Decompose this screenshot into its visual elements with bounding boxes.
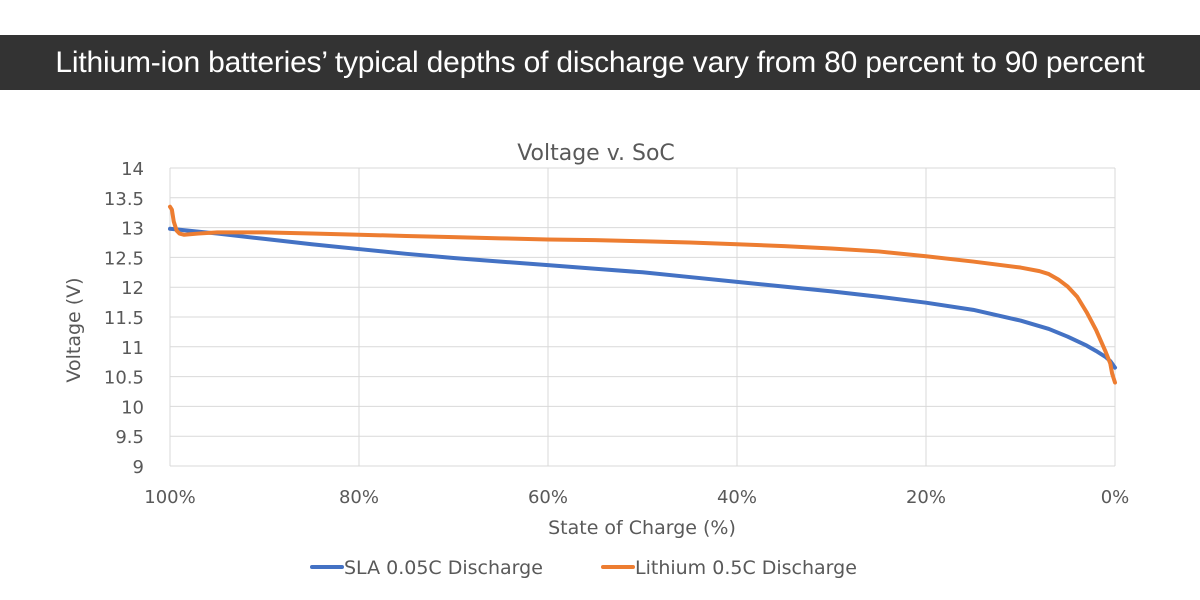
y-axis-label: Voltage (V) [63,277,85,382]
y-tick-label: 9 [133,457,144,478]
y-tick-label: 12.5 [104,248,144,269]
y-tick-labels: 9 9.5 10 10.5 11 11.5 12 12.5 13 13.5 14 [104,159,144,478]
x-tick-label: 60% [528,487,568,508]
x-tick-label: 0% [1101,487,1130,508]
x-tick-label: 100% [144,487,195,508]
grid [169,167,1116,467]
x-tick-label: 40% [717,487,757,508]
y-tick-label: 13 [121,219,144,240]
y-tick-label: 11.5 [104,308,144,329]
chart-title: Voltage v. SoC [517,141,675,166]
sla-series-line [168,226,1117,370]
x-tick-label: 20% [906,487,946,508]
legend-label: SLA 0.05C Discharge [344,557,543,579]
y-tick-label: 12 [121,278,144,299]
x-tick-label: 80% [339,487,379,508]
banner-title: Lithium-ion batteries’ typical depths of… [55,45,1145,79]
legend-label: Lithium 0.5C Discharge [635,557,857,579]
lithium-series-line [168,204,1117,385]
legend: SLA 0.05C Discharge Lithium 0.5C Discharg… [310,557,857,579]
title-banner: Lithium-ion batteries’ typical depths of… [0,35,1200,90]
y-tick-label: 13.5 [104,189,144,210]
y-tick-label: 10 [121,397,144,418]
x-axis-label: State of Charge (%) [548,517,736,539]
y-tick-label: 11 [121,338,144,359]
x-tick-labels: 100% 80% 60% 40% 20% 0% [144,487,1129,508]
y-tick-label: 9.5 [115,427,144,448]
series-lines [168,204,1117,385]
y-tick-label: 10.5 [104,368,144,389]
y-tick-label: 14 [121,159,144,180]
